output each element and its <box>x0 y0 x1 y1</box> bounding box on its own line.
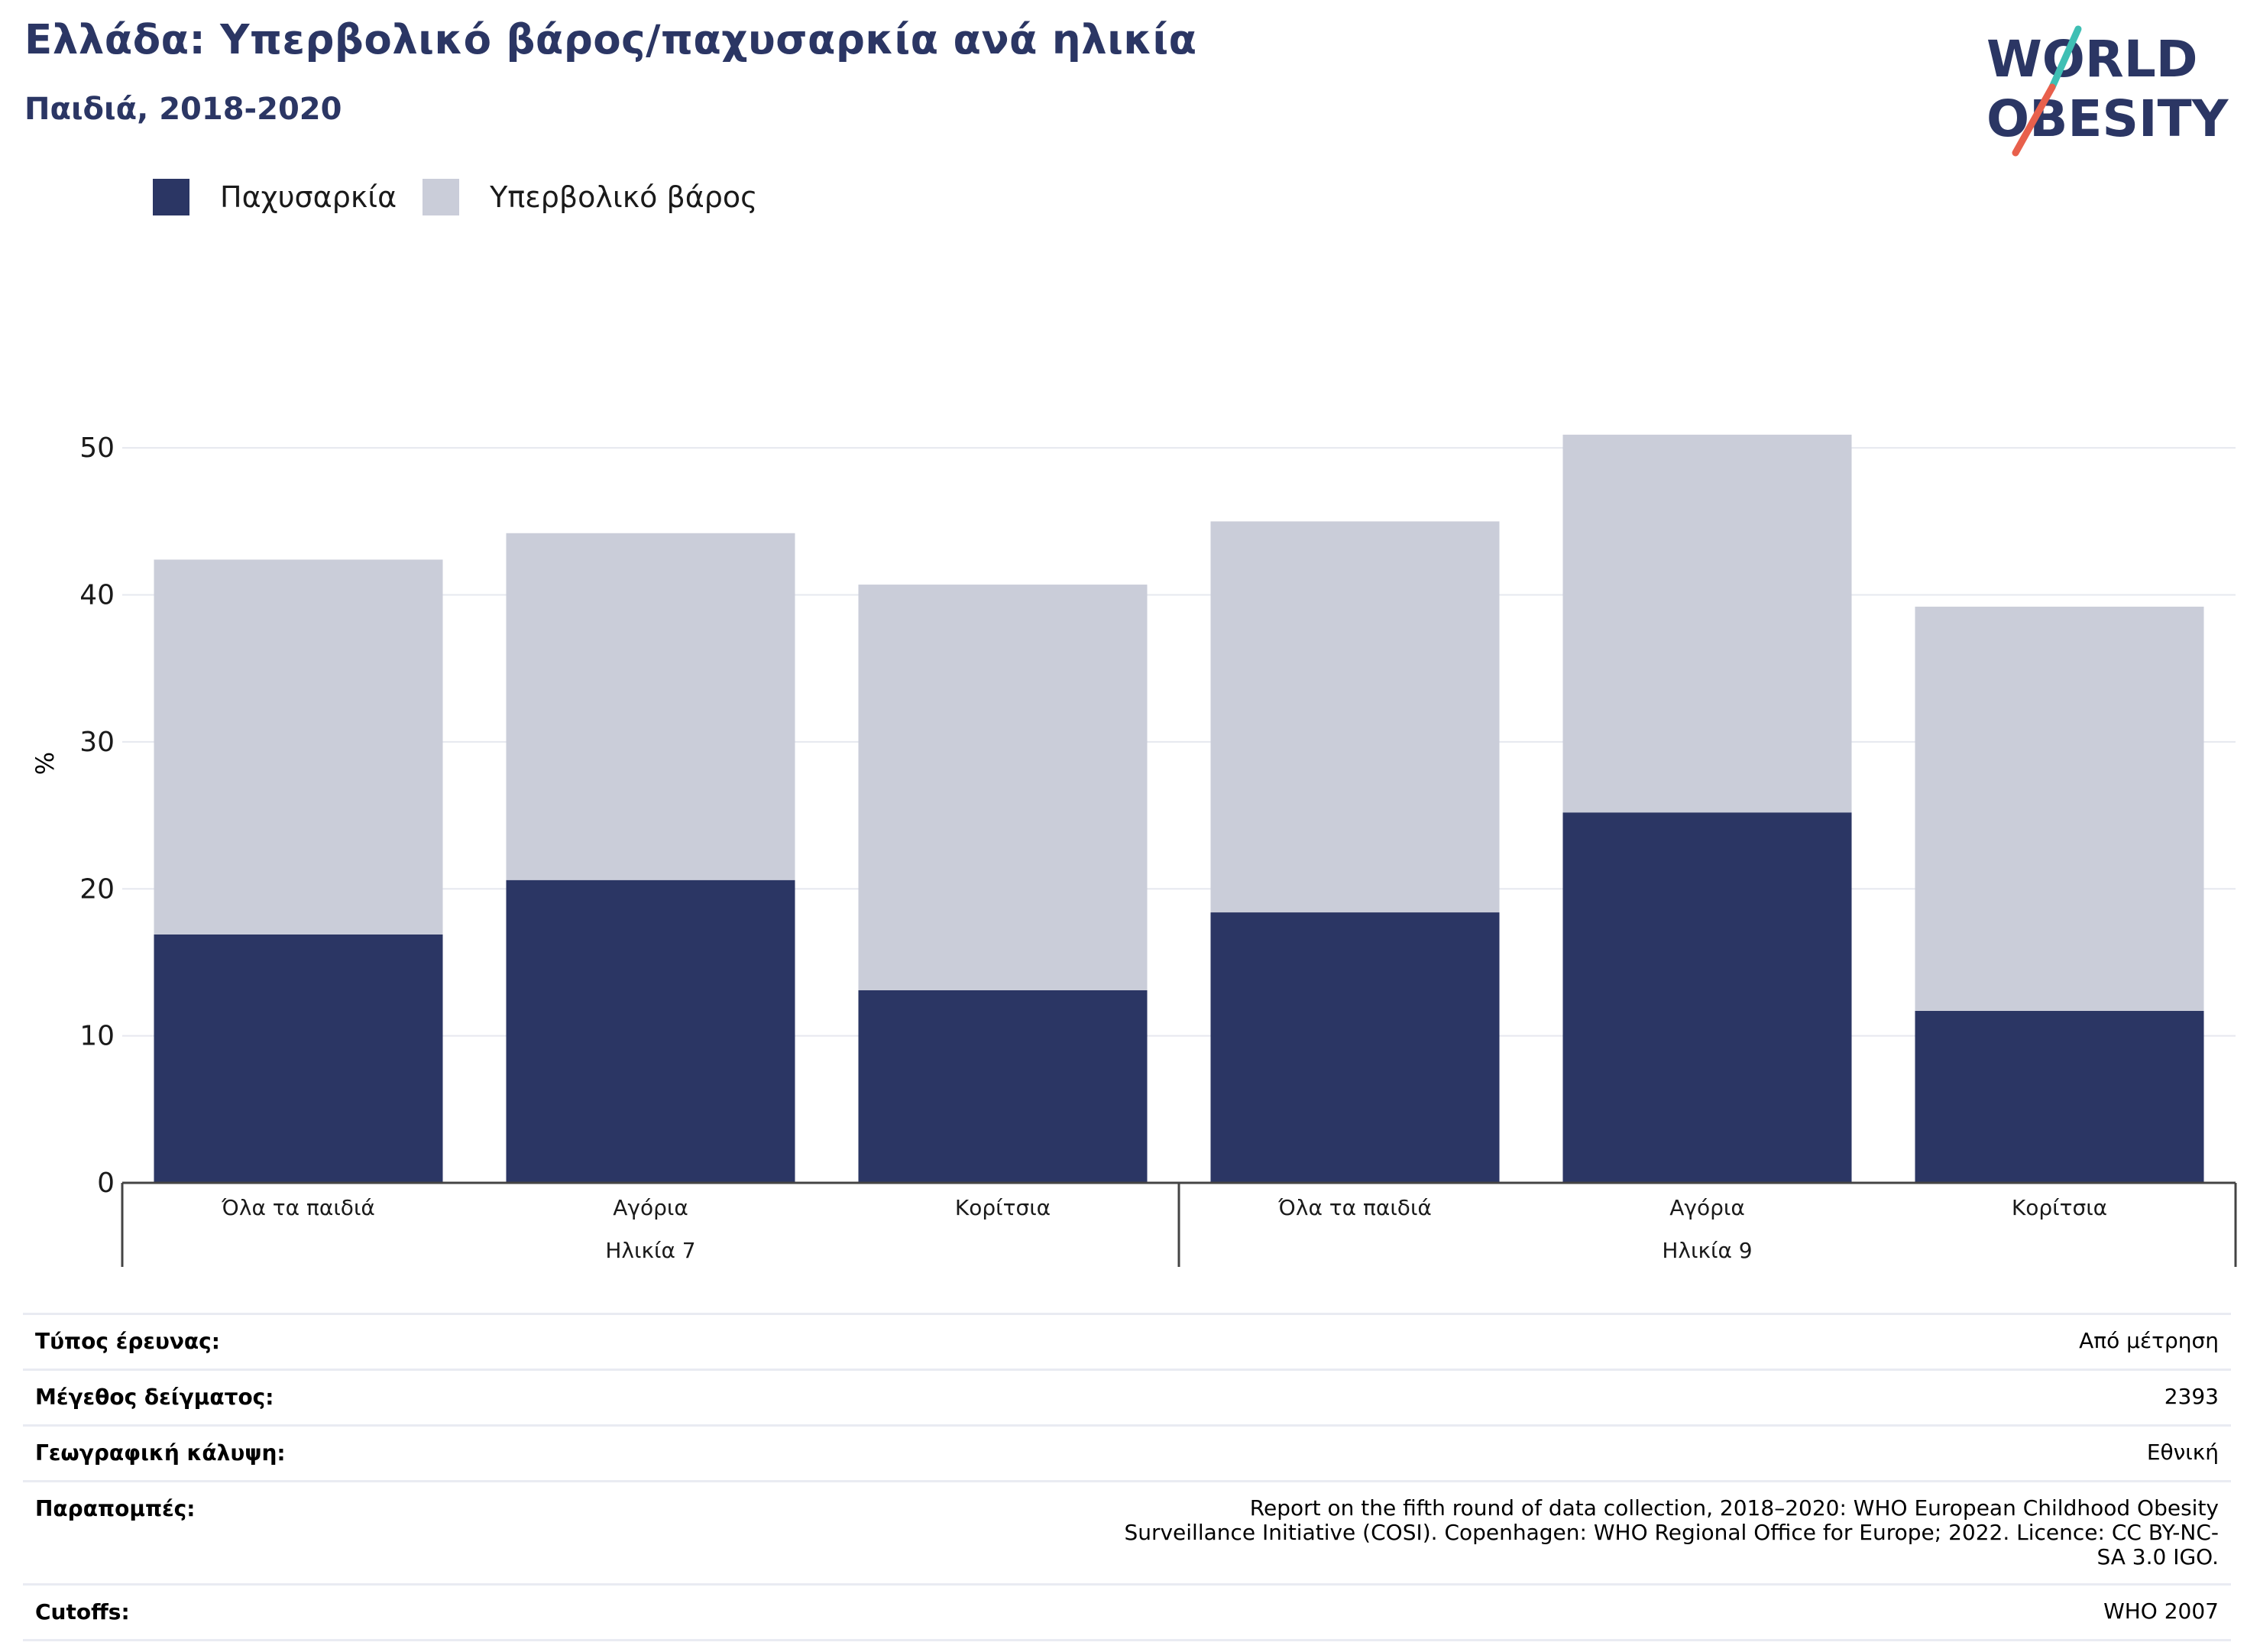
x-tick-label: Όλα τα παιδιά <box>221 1195 375 1220</box>
legend-item-obesity: Παχυσαρκία <box>153 179 397 215</box>
bar-overweight <box>1915 606 2204 1011</box>
bar-overweight <box>506 533 795 880</box>
info-label: Παραπομπές: <box>23 1480 582 1586</box>
bar-obesity <box>1562 812 1852 1183</box>
logo-slash-red <box>2012 83 2056 157</box>
info-value: Από μέτρηση <box>582 1313 2231 1371</box>
y-tick-label: 0 <box>97 1168 115 1199</box>
x-tick-label: Κορίτσια <box>955 1195 1051 1220</box>
info-row-survey-type: Τύπος έρευνας: Από μέτρηση <box>23 1313 2231 1371</box>
info-row-sample-size: Μέγεθος δείγματος: 2393 <box>23 1369 2231 1427</box>
x-tick-label: Κορίτσια <box>2012 1195 2107 1220</box>
bar-overweight <box>154 559 443 935</box>
bar-overweight <box>858 585 1148 991</box>
bar-obesity <box>154 934 443 1183</box>
chart-legend: Παχυσαρκία Υπερβολικό βάρος <box>153 176 783 219</box>
info-value: 2393 <box>582 1369 2231 1427</box>
y-axis-label: % <box>31 752 60 775</box>
info-value: Εθνική <box>582 1424 2231 1482</box>
legend-swatch-overweight <box>423 179 460 215</box>
info-row-cutoffs: Cutoffs: WHO 2007 <box>23 1583 2231 1641</box>
info-value: WHO 2007 <box>582 1583 2231 1641</box>
y-tick-label: 50 <box>79 432 115 464</box>
bar-obesity <box>506 879 795 1183</box>
bar-obesity <box>1915 1010 2204 1183</box>
legend-label-overweight: Υπερβολικό βάρος <box>490 180 758 214</box>
info-row-references: Παραπομπές: Report on the fifth round of… <box>23 1480 2231 1586</box>
group-label: Ηλικία 9 <box>1662 1238 1752 1263</box>
logo-line1: WORLD <box>1986 30 2198 89</box>
legend-swatch-obesity <box>153 179 189 215</box>
x-tick-label: Αγόρια <box>1669 1195 1745 1220</box>
bar-obesity <box>1210 912 1500 1183</box>
y-tick-label: 10 <box>79 1021 115 1052</box>
bar-obesity <box>858 990 1148 1183</box>
x-axis: Όλα τα παιδιά Αγόρια Κορίτσια Όλα τα παιδιά… <box>121 1181 2237 1267</box>
x-tick-label: Όλα τα παιδιά <box>1277 1195 1432 1220</box>
bar-series <box>154 434 2204 1183</box>
chart-subtitle: Παιδιά, 2018-2020 <box>24 92 342 127</box>
world-obesity-logo: WORLD OBESITY <box>1986 25 2229 157</box>
legend-label-obesity: Παχυσαρκία <box>220 180 397 214</box>
y-axis-ticks: 0 10 20 30 40 50 <box>79 432 115 1199</box>
x-tick-label: Αγόρια <box>613 1195 688 1220</box>
info-label: Τύπος έρευνας: <box>23 1313 582 1371</box>
bar-overweight <box>1562 434 1852 813</box>
legend-item-overweight: Υπερβολικό βάρος <box>423 179 757 215</box>
info-label: Γεωγραφική κάλυψη: <box>23 1424 582 1482</box>
bar-overweight <box>1210 521 1500 913</box>
group-label: Ηλικία 7 <box>605 1238 695 1263</box>
y-tick-label: 40 <box>79 580 115 611</box>
info-label: Μέγεθος δείγματος: <box>23 1369 582 1427</box>
logo-slash-teal <box>2048 25 2082 91</box>
info-table: Τύπος έρευνας: Από μέτρηση Μέγεθος δείγμ… <box>23 1313 2231 1641</box>
info-label: Cutoffs: <box>23 1583 582 1641</box>
info-row-coverage: Γεωγραφική κάλυψη: Εθνική <box>23 1424 2231 1482</box>
chart-title: Ελλάδα: Υπερβολικό βάρος/παχυσαρκία ανά … <box>24 17 1197 63</box>
y-tick-label: 20 <box>79 873 115 905</box>
info-value: Report on the fifth round of data collec… <box>582 1480 2231 1586</box>
y-tick-label: 30 <box>79 727 115 758</box>
grid-lines <box>122 447 2236 1037</box>
